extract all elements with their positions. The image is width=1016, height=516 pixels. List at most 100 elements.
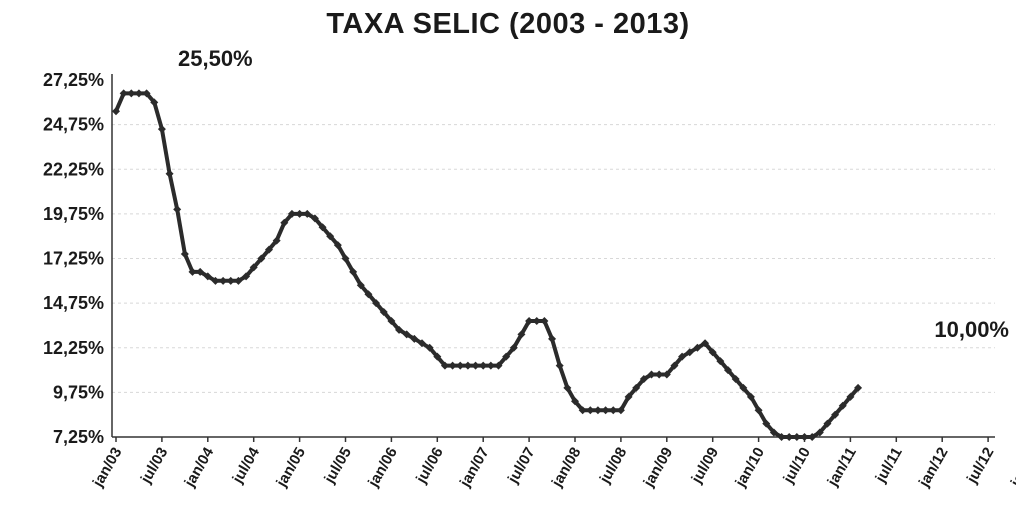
data-point	[563, 383, 572, 392]
x-tick-label: jan/08	[548, 445, 584, 491]
data-point	[310, 214, 319, 223]
data-point	[540, 316, 549, 325]
data-point	[157, 125, 166, 134]
x-tick-label: jul/07	[504, 445, 538, 488]
data-point	[280, 218, 289, 227]
data-point	[425, 343, 434, 352]
data-point	[440, 361, 449, 370]
x-tick-label: jan/07	[456, 445, 492, 491]
data-point	[777, 433, 786, 441]
data-point	[792, 433, 801, 441]
x-tick-label: jul/03	[137, 445, 171, 488]
data-point	[349, 267, 358, 276]
data-point	[379, 308, 388, 317]
series-line	[114, 91, 860, 439]
data-point	[418, 339, 426, 348]
data-point	[517, 330, 526, 339]
data-point	[234, 276, 243, 285]
data-point	[555, 361, 564, 370]
data-point	[249, 263, 258, 272]
data-point	[433, 352, 442, 361]
data-point	[769, 428, 778, 437]
data-point	[112, 107, 120, 116]
data-point	[593, 406, 602, 415]
data-point	[662, 370, 671, 379]
data-point	[854, 383, 863, 392]
data-point	[471, 361, 480, 370]
data-point	[219, 276, 228, 285]
data-point	[372, 299, 381, 308]
data-point	[678, 352, 687, 361]
data-point	[127, 89, 136, 98]
data-point	[724, 366, 732, 375]
data-point	[203, 272, 212, 281]
data-point	[632, 383, 641, 392]
data-point	[341, 254, 350, 263]
data-point	[196, 267, 205, 276]
data-point	[333, 241, 342, 250]
data-point	[708, 348, 717, 357]
y-tick-label: 14,75%	[43, 293, 104, 313]
data-point	[486, 361, 495, 370]
data-point	[318, 223, 327, 232]
y-tick-label: 12,25%	[43, 338, 104, 358]
data-point	[731, 374, 740, 383]
x-tick-label: jan/11	[824, 445, 860, 490]
data-point	[655, 370, 664, 379]
x-tick-label: jan/05	[273, 445, 309, 491]
data-point	[287, 209, 296, 218]
chart-title: TAXA SELIC (2003 - 2013)	[326, 8, 690, 40]
data-point	[762, 419, 771, 428]
data-point	[746, 392, 755, 401]
data-point	[846, 392, 855, 401]
data-point	[525, 316, 534, 325]
data-point	[739, 383, 748, 392]
data-point	[785, 433, 794, 441]
x-tick-label: jan/12	[915, 445, 951, 491]
data-point	[326, 232, 335, 241]
y-tick-label: 7,25%	[53, 427, 104, 447]
data-point	[616, 406, 625, 415]
data-point	[586, 406, 595, 415]
x-tick-label: jul/06	[412, 445, 446, 488]
x-tick-label: jul/12	[963, 445, 997, 488]
y-tick-label: 19,75%	[43, 204, 104, 224]
x-tick-label: jul/11	[872, 445, 906, 487]
x-tick-label: jul/10	[780, 445, 814, 488]
data-point	[754, 406, 763, 415]
data-point	[639, 374, 648, 383]
data-point	[532, 316, 541, 325]
x-tick-label: jul/05	[321, 445, 355, 488]
data-point	[685, 348, 694, 357]
x-tick-label: jan/03	[89, 445, 125, 491]
y-tick-label: 17,25%	[43, 249, 104, 269]
data-point	[693, 343, 702, 352]
data-point	[838, 401, 847, 410]
x-tick-label: jan/13	[1007, 445, 1016, 491]
data-point	[800, 433, 809, 441]
data-point	[356, 281, 365, 290]
data-point	[265, 245, 273, 254]
y-tick-label: 9,75%	[53, 382, 104, 402]
data-point	[479, 361, 488, 370]
data-point	[609, 406, 618, 415]
data-point	[808, 433, 817, 441]
x-tick-label: jan/10	[732, 445, 768, 491]
y-tick-label: 24,75%	[43, 115, 104, 135]
y-tick-label: 22,25%	[43, 159, 104, 179]
y-tick-label: 27,25%	[43, 70, 104, 90]
data-point	[395, 325, 404, 334]
data-point	[150, 98, 159, 107]
x-tick-label: jan/06	[364, 445, 400, 491]
data-point	[716, 357, 725, 366]
data-point	[548, 334, 557, 343]
data-point	[257, 254, 266, 263]
data-point	[295, 209, 304, 218]
x-tick-label: jan/04	[181, 444, 218, 491]
data-point	[402, 330, 411, 339]
data-point	[272, 236, 281, 245]
x-tick-label: jul/08	[596, 445, 630, 488]
data-point	[571, 397, 579, 406]
data-point	[242, 272, 251, 281]
